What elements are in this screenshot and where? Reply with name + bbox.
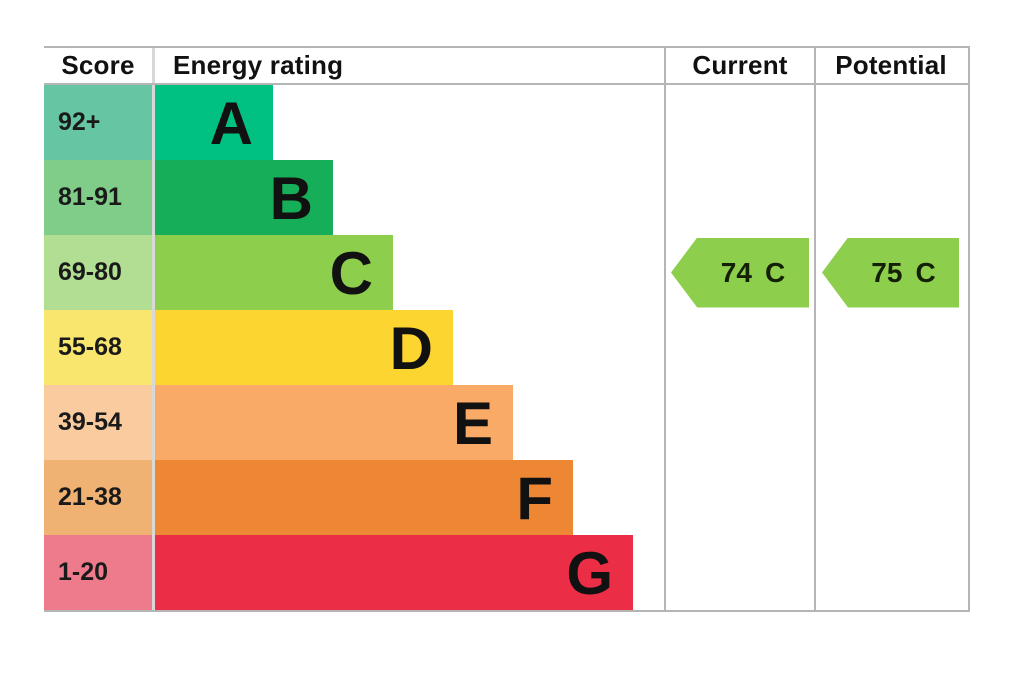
bar-area-d: D (152, 310, 664, 385)
grade-letter-e: E (452, 389, 493, 457)
bar-area-e: E (152, 385, 664, 460)
score-cell-f: 21-38 (44, 460, 152, 535)
rating-bar-a: A (155, 85, 273, 160)
score-cell-d: 55-68 (44, 310, 152, 385)
potential-cell-a (814, 85, 966, 160)
potential-cell-f (814, 460, 966, 535)
score-column-header: Score (61, 50, 135, 80)
potential-rating-arrow: 75 C (822, 237, 959, 308)
bar-area-g: G (152, 535, 664, 610)
band-row-c: 69-80 C 74 C 75 C (44, 235, 968, 310)
header-row: Score Energy rating Current Potential (44, 48, 968, 85)
potential-column-header: Potential (814, 48, 966, 83)
current-cell-b (664, 160, 814, 235)
band-row-e: 39-54 E (44, 385, 968, 460)
rating-bar-e: E (155, 385, 513, 460)
rating-bar-g: G (155, 535, 633, 610)
potential-grade: C (915, 256, 936, 288)
potential-cell-c: 75 C (814, 235, 966, 310)
potential-score-value: 75 (871, 256, 903, 288)
current-rating-arrow: 74 C (671, 237, 809, 308)
current-cell-d (664, 310, 814, 385)
epc-table: Score Energy rating Current Potential 92… (44, 46, 970, 612)
band-row-a: 92+ A (44, 85, 968, 160)
bar-area-c: C (152, 235, 664, 310)
score-cell-c: 69-80 (44, 235, 152, 310)
score-cell-b: 81-91 (44, 160, 152, 235)
current-score-value: 74 (720, 256, 752, 288)
current-column-header: Current (664, 48, 814, 83)
current-cell-f (664, 460, 814, 535)
grade-letter-f: F (516, 464, 553, 532)
band-row-b: 81-91 B (44, 160, 968, 235)
bar-area-a: A (152, 85, 664, 160)
current-cell-a (664, 85, 814, 160)
potential-cell-e (814, 385, 966, 460)
energy-rating-header: Energy rating (152, 48, 664, 83)
band-row-d: 55-68 D (44, 310, 968, 385)
rating-bar-b: B (155, 160, 333, 235)
score-cell-g: 1-20 (44, 535, 152, 610)
band-row-g: 1-20 G (44, 535, 968, 610)
score-cell-e: 39-54 (44, 385, 152, 460)
potential-cell-g (814, 535, 966, 610)
band-row-f: 21-38 F (44, 460, 968, 535)
potential-cell-b (814, 160, 966, 235)
rating-bar-f: F (155, 460, 573, 535)
bar-area-b: B (152, 160, 664, 235)
current-cell-g (664, 535, 814, 610)
grade-letter-a: A (209, 89, 253, 157)
rating-bar-d: D (155, 310, 453, 385)
current-grade: C (764, 256, 786, 288)
grade-letter-g: G (566, 539, 613, 607)
current-cell-c: 74 C (664, 235, 814, 310)
grade-letter-b: B (269, 164, 313, 232)
current-cell-e (664, 385, 814, 460)
rating-bar-c: C (155, 235, 393, 310)
potential-cell-d (814, 310, 966, 385)
grade-letter-c: C (329, 239, 373, 307)
score-cell-a: 92+ (44, 85, 152, 160)
bar-area-f: F (152, 460, 664, 535)
grade-letter-d: D (389, 314, 433, 382)
